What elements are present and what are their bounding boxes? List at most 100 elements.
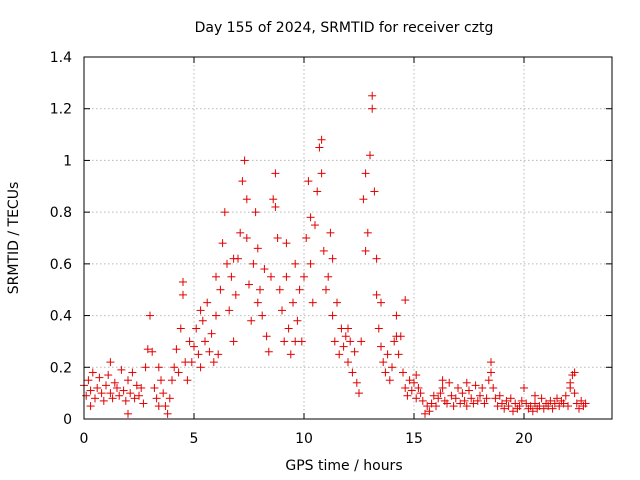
- x-tick-label: 10: [295, 431, 313, 447]
- data-point: [322, 285, 330, 294]
- data-point: [304, 177, 313, 186]
- data-point: [203, 298, 212, 307]
- data-point: [238, 177, 247, 186]
- data-point: [456, 399, 465, 408]
- data-point: [282, 239, 291, 248]
- data-point: [368, 91, 377, 100]
- data-point: [179, 277, 187, 286]
- data-point: [564, 402, 572, 411]
- data-point: [399, 368, 407, 377]
- data-point: [201, 337, 209, 346]
- data-point: [572, 399, 581, 408]
- data-point: [339, 342, 348, 351]
- data-point: [451, 394, 460, 403]
- data-point: [183, 376, 192, 385]
- y-tick-label: 0.2: [50, 360, 72, 376]
- data-point: [227, 272, 236, 281]
- data-point: [317, 135, 326, 144]
- data-point: [205, 347, 214, 356]
- data-point: [460, 396, 469, 405]
- data-point: [289, 298, 297, 307]
- data-point: [196, 363, 205, 372]
- data-point: [269, 195, 278, 204]
- data-point: [344, 358, 352, 367]
- data-point: [124, 376, 132, 385]
- data-point: [361, 246, 370, 255]
- data-point: [535, 402, 544, 411]
- x-tick-label: 20: [515, 431, 533, 447]
- data-point: [372, 254, 381, 263]
- data-point: [198, 316, 207, 325]
- data-point: [412, 371, 421, 380]
- data-point: [498, 399, 506, 408]
- data-point: [291, 259, 300, 268]
- data-point: [152, 394, 161, 403]
- data-point: [515, 402, 524, 411]
- data-point: [176, 324, 185, 333]
- data-point: [135, 391, 143, 400]
- data-point: [132, 381, 141, 390]
- data-point: [260, 265, 269, 274]
- data-point: [427, 399, 436, 408]
- data-point: [555, 402, 564, 411]
- data-point: [517, 396, 526, 405]
- data-point: [157, 376, 165, 385]
- data-point: [311, 221, 319, 230]
- data-point: [553, 394, 561, 403]
- data-point: [368, 104, 377, 113]
- data-point: [174, 368, 183, 377]
- grid-lines: [84, 57, 612, 419]
- data-point: [86, 386, 95, 395]
- data-point: [383, 350, 392, 359]
- data-point: [511, 399, 520, 408]
- data-point: [128, 368, 137, 377]
- data-point: [561, 391, 570, 400]
- data-point: [282, 272, 291, 281]
- data-point: [253, 298, 262, 307]
- data-point: [390, 337, 399, 346]
- data-point: [504, 402, 513, 411]
- data-point: [293, 316, 302, 325]
- data-point: [372, 290, 381, 299]
- data-point: [271, 202, 280, 211]
- data-point: [280, 337, 289, 346]
- data-point: [159, 389, 168, 398]
- data-point: [194, 350, 203, 359]
- data-point: [141, 363, 150, 372]
- data-point: [212, 272, 220, 281]
- data-point: [388, 363, 396, 372]
- data-point: [438, 383, 447, 392]
- data-point: [355, 389, 363, 398]
- data-point: [436, 389, 445, 398]
- data-point: [462, 402, 471, 411]
- data-point: [401, 296, 410, 305]
- data-point: [392, 311, 401, 320]
- data-point: [482, 394, 491, 403]
- data-point: [278, 306, 286, 315]
- data-point: [381, 368, 390, 377]
- data-point: [500, 404, 509, 413]
- data-point: [412, 394, 421, 403]
- data-point: [454, 383, 462, 392]
- data-point: [306, 213, 315, 222]
- data-point: [113, 383, 121, 392]
- data-point: [570, 368, 579, 377]
- data-point: [196, 306, 205, 315]
- data-point: [214, 350, 223, 359]
- data-point: [385, 376, 394, 385]
- data-point: [550, 399, 559, 408]
- data-point: [207, 329, 216, 338]
- data-point: [394, 350, 403, 359]
- data-point: [185, 337, 194, 346]
- data-point: [478, 383, 487, 392]
- data-point: [264, 347, 273, 356]
- data-point: [247, 316, 256, 325]
- data-point: [506, 394, 515, 403]
- data-point: [377, 298, 385, 307]
- data-point: [251, 208, 260, 217]
- data-point: [297, 337, 306, 346]
- data-point: [429, 391, 438, 400]
- data-point: [473, 396, 482, 405]
